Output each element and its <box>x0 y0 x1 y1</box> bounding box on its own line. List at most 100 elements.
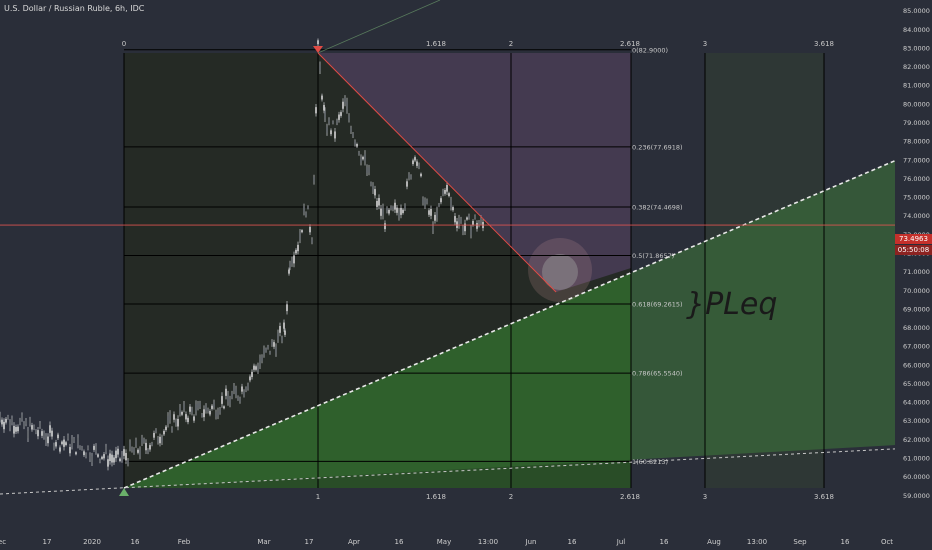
candle-body <box>137 449 139 453</box>
candle-body <box>121 453 123 460</box>
candle-body <box>422 198 424 204</box>
candle-body <box>31 425 33 430</box>
candle-body <box>297 244 299 252</box>
candle-body <box>368 167 370 173</box>
candle-body <box>215 412 217 418</box>
candle-body <box>163 430 165 435</box>
candle-body <box>129 442 131 449</box>
candle-body <box>211 405 213 409</box>
candle-body <box>324 110 326 119</box>
candle-body <box>263 348 265 355</box>
y-tick-label: 84.0000 <box>903 26 930 34</box>
candle-body <box>370 182 372 186</box>
candle-body <box>313 177 315 183</box>
candle-body <box>55 442 57 447</box>
candle-body <box>11 418 13 423</box>
y-tick-label: 78.0000 <box>903 138 930 146</box>
candle-body <box>446 185 448 192</box>
candle-body <box>398 211 400 218</box>
candle-body <box>169 413 171 421</box>
candle-body <box>145 442 147 451</box>
candle-body <box>135 440 137 446</box>
handwritten-annotation: }PLeq <box>686 287 777 322</box>
candle-body <box>173 414 175 420</box>
candle-body <box>436 210 438 219</box>
x-tick-label: 16 <box>841 538 850 546</box>
candle-body <box>390 206 392 210</box>
candle-body <box>41 431 43 436</box>
candle-body <box>203 409 205 418</box>
candle-body <box>187 417 189 423</box>
candle-body <box>478 221 480 226</box>
x-tick-label: ec <box>0 538 6 546</box>
candle-body <box>133 449 135 453</box>
x-tick-label: 13:00 <box>478 538 498 546</box>
candle-body <box>305 212 307 217</box>
candle-body <box>85 453 87 457</box>
candle-body <box>346 101 348 110</box>
candle-body <box>227 394 229 403</box>
time-fib-top-label: 3 <box>703 40 707 48</box>
candle-body <box>123 449 125 456</box>
y-tick-label: 79.0000 <box>903 119 930 127</box>
candle-body <box>426 200 428 204</box>
candle-body <box>342 101 344 109</box>
candle-body <box>19 419 21 424</box>
candle-body <box>59 447 61 452</box>
candle-body <box>175 420 177 425</box>
candle-body <box>195 404 197 412</box>
candle-body <box>141 437 143 444</box>
x-tick-label: 17 <box>43 538 52 546</box>
candle-body <box>388 209 390 214</box>
candle-body <box>209 411 211 415</box>
candle-body <box>147 449 149 453</box>
candle-body <box>183 403 185 410</box>
candle-body <box>396 207 398 213</box>
fib-level-label: 0.382(74.4698) <box>632 203 683 211</box>
candle-body <box>229 398 231 405</box>
candle-body <box>279 326 281 333</box>
candle-body <box>193 416 195 421</box>
fib-level-label: 0(82.9000) <box>632 46 668 54</box>
candle-body <box>470 228 472 236</box>
candle-body <box>275 346 277 354</box>
candle-body <box>221 396 223 404</box>
candle-body <box>27 430 29 439</box>
fib-level-label: 0.5(71.8657) <box>632 252 674 260</box>
candle-body <box>271 341 273 345</box>
candle-body <box>23 423 25 428</box>
candle-body <box>480 217 482 223</box>
candle-body <box>350 127 352 132</box>
candle-body <box>352 133 354 137</box>
candle-body <box>155 429 157 433</box>
candle-body <box>97 454 99 457</box>
y-tick-label: 77.0000 <box>903 156 930 164</box>
candle-body <box>295 249 297 254</box>
candle-body <box>71 438 73 446</box>
fib-level-label: 0.236(77.6918) <box>632 143 683 151</box>
candle-body <box>161 437 163 443</box>
fib-level-label: 0.786(65.5540) <box>632 370 683 378</box>
candle-body <box>191 408 193 414</box>
x-tick-label: Jun <box>525 538 537 546</box>
candle-body <box>17 426 19 432</box>
candle-body <box>83 451 85 456</box>
candle-body <box>344 97 346 104</box>
candle-body <box>159 436 161 444</box>
y-tick-label: 74.0000 <box>903 212 930 220</box>
candle-body <box>125 452 127 461</box>
candle-body <box>358 152 360 155</box>
candle-body <box>418 164 420 168</box>
candle-body <box>474 215 476 219</box>
candle-body <box>73 438 75 442</box>
candle-body <box>392 207 394 210</box>
candle-body <box>15 427 17 432</box>
candle-body <box>115 450 117 459</box>
candle-body <box>217 410 219 417</box>
candle-body <box>400 207 402 215</box>
candle-body <box>289 263 291 268</box>
candle-body <box>468 215 470 219</box>
candle-body <box>408 174 410 179</box>
support-trend-line <box>123 144 932 489</box>
